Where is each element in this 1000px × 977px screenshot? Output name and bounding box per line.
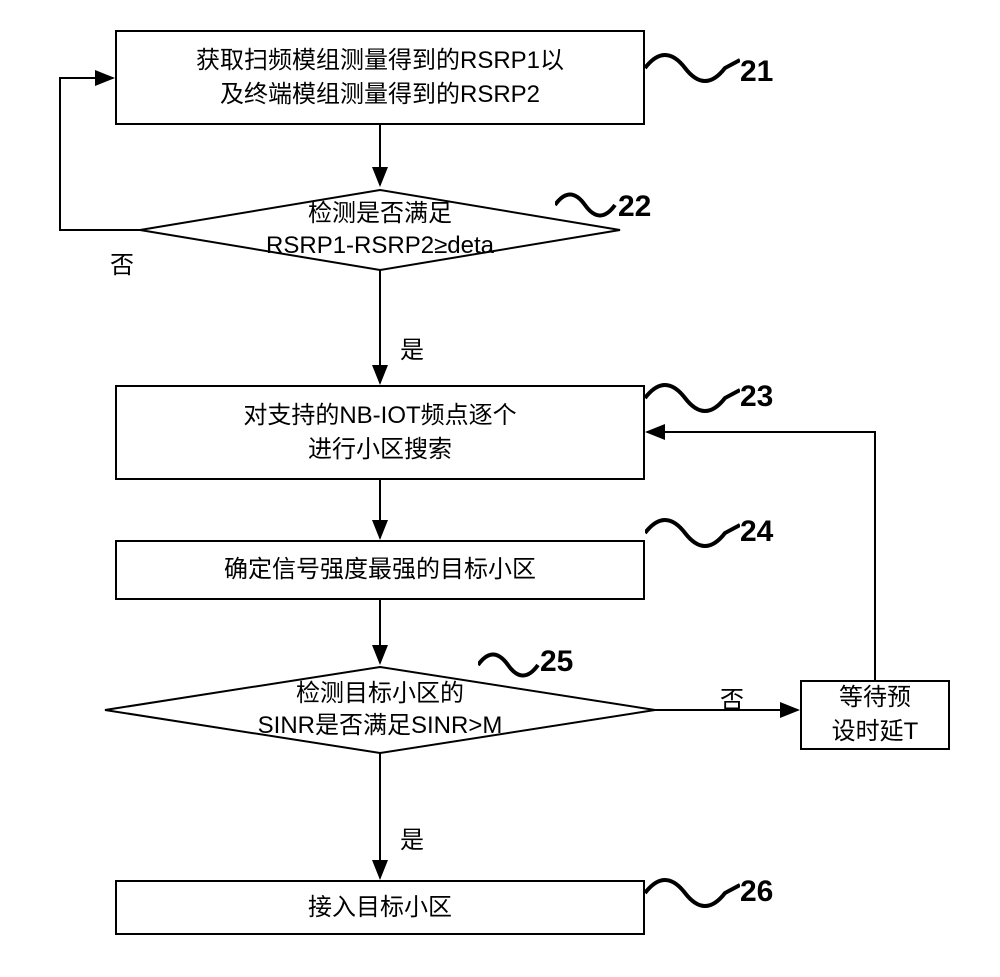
squiggle-22 xyxy=(555,190,620,225)
arrow-25-yes xyxy=(0,0,1000,977)
edge-label-22-no: 否 xyxy=(110,245,134,280)
flow-node-23: 对支持的NB-IOT频点逐个 进行小区搜索 xyxy=(115,385,645,480)
step-label-25: 25 xyxy=(540,645,573,679)
squiggle-24 xyxy=(645,515,740,555)
arrow-22-no xyxy=(0,0,1000,977)
node-text: 等待预 设时延T xyxy=(832,681,919,748)
edge-label-25-yes: 是 xyxy=(400,820,424,855)
flow-node-22-text: 检测是否满足 RSRP1-RSRP2≥deta xyxy=(140,198,620,263)
node-text: 对支持的NB-IOT频点逐个 进行小区搜索 xyxy=(243,399,516,466)
step-label-24: 24 xyxy=(740,515,773,549)
squiggle-26 xyxy=(645,875,740,915)
flow-node-22-shape xyxy=(0,0,1000,977)
node-text: 接入目标小区 xyxy=(308,891,452,925)
flow-node-25-text: 检测目标小区的 SINR是否满足SINR>M xyxy=(140,678,620,743)
squiggle-21 xyxy=(645,50,740,90)
flow-node-24: 确定信号强度最强的目标小区 xyxy=(115,540,645,600)
flow-node-21: 获取扫频模组测量得到的RSRP1以 及终端模组测量得到的RSRP2 xyxy=(115,30,645,125)
flow-node-wait: 等待预 设时延T xyxy=(800,680,950,750)
arrow-22-yes xyxy=(0,0,1000,977)
squiggle-25 xyxy=(478,650,543,685)
flow-node-26: 接入目标小区 xyxy=(115,880,645,935)
node-text: 确定信号强度最强的目标小区 xyxy=(224,553,536,587)
step-label-21: 21 xyxy=(740,55,773,89)
squiggle-23 xyxy=(645,380,740,420)
node-text: 获取扫频模组测量得到的RSRP1以 及终端模组测量得到的RSRP2 xyxy=(196,44,564,111)
flow-node-25-shape xyxy=(0,0,1000,977)
arrow-wait-23 xyxy=(0,0,1000,977)
step-label-22: 22 xyxy=(618,190,651,224)
arrow-21-22 xyxy=(0,0,1000,977)
edge-label-25-no: 否 xyxy=(720,680,744,715)
edge-label-22-yes: 是 xyxy=(400,330,424,365)
arrow-23-24 xyxy=(0,0,1000,977)
step-label-23: 23 xyxy=(740,380,773,414)
arrow-25-no xyxy=(0,0,1000,977)
step-label-26: 26 xyxy=(740,875,773,909)
arrow-24-25 xyxy=(0,0,1000,977)
